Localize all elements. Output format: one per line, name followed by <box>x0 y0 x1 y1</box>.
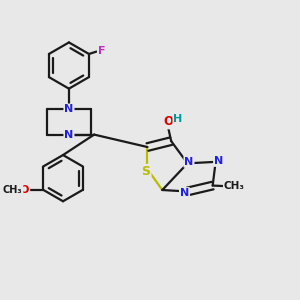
Text: N: N <box>214 156 223 166</box>
Text: N: N <box>180 188 189 198</box>
Text: CH₃: CH₃ <box>224 181 245 191</box>
Text: N: N <box>184 157 194 167</box>
Text: F: F <box>98 46 106 56</box>
Text: O: O <box>20 185 29 195</box>
Text: S: S <box>142 165 151 178</box>
Text: N: N <box>64 104 74 114</box>
Text: CH₃: CH₃ <box>3 185 22 195</box>
Text: O: O <box>163 115 173 128</box>
Text: H: H <box>173 115 183 124</box>
Text: N: N <box>64 130 74 140</box>
